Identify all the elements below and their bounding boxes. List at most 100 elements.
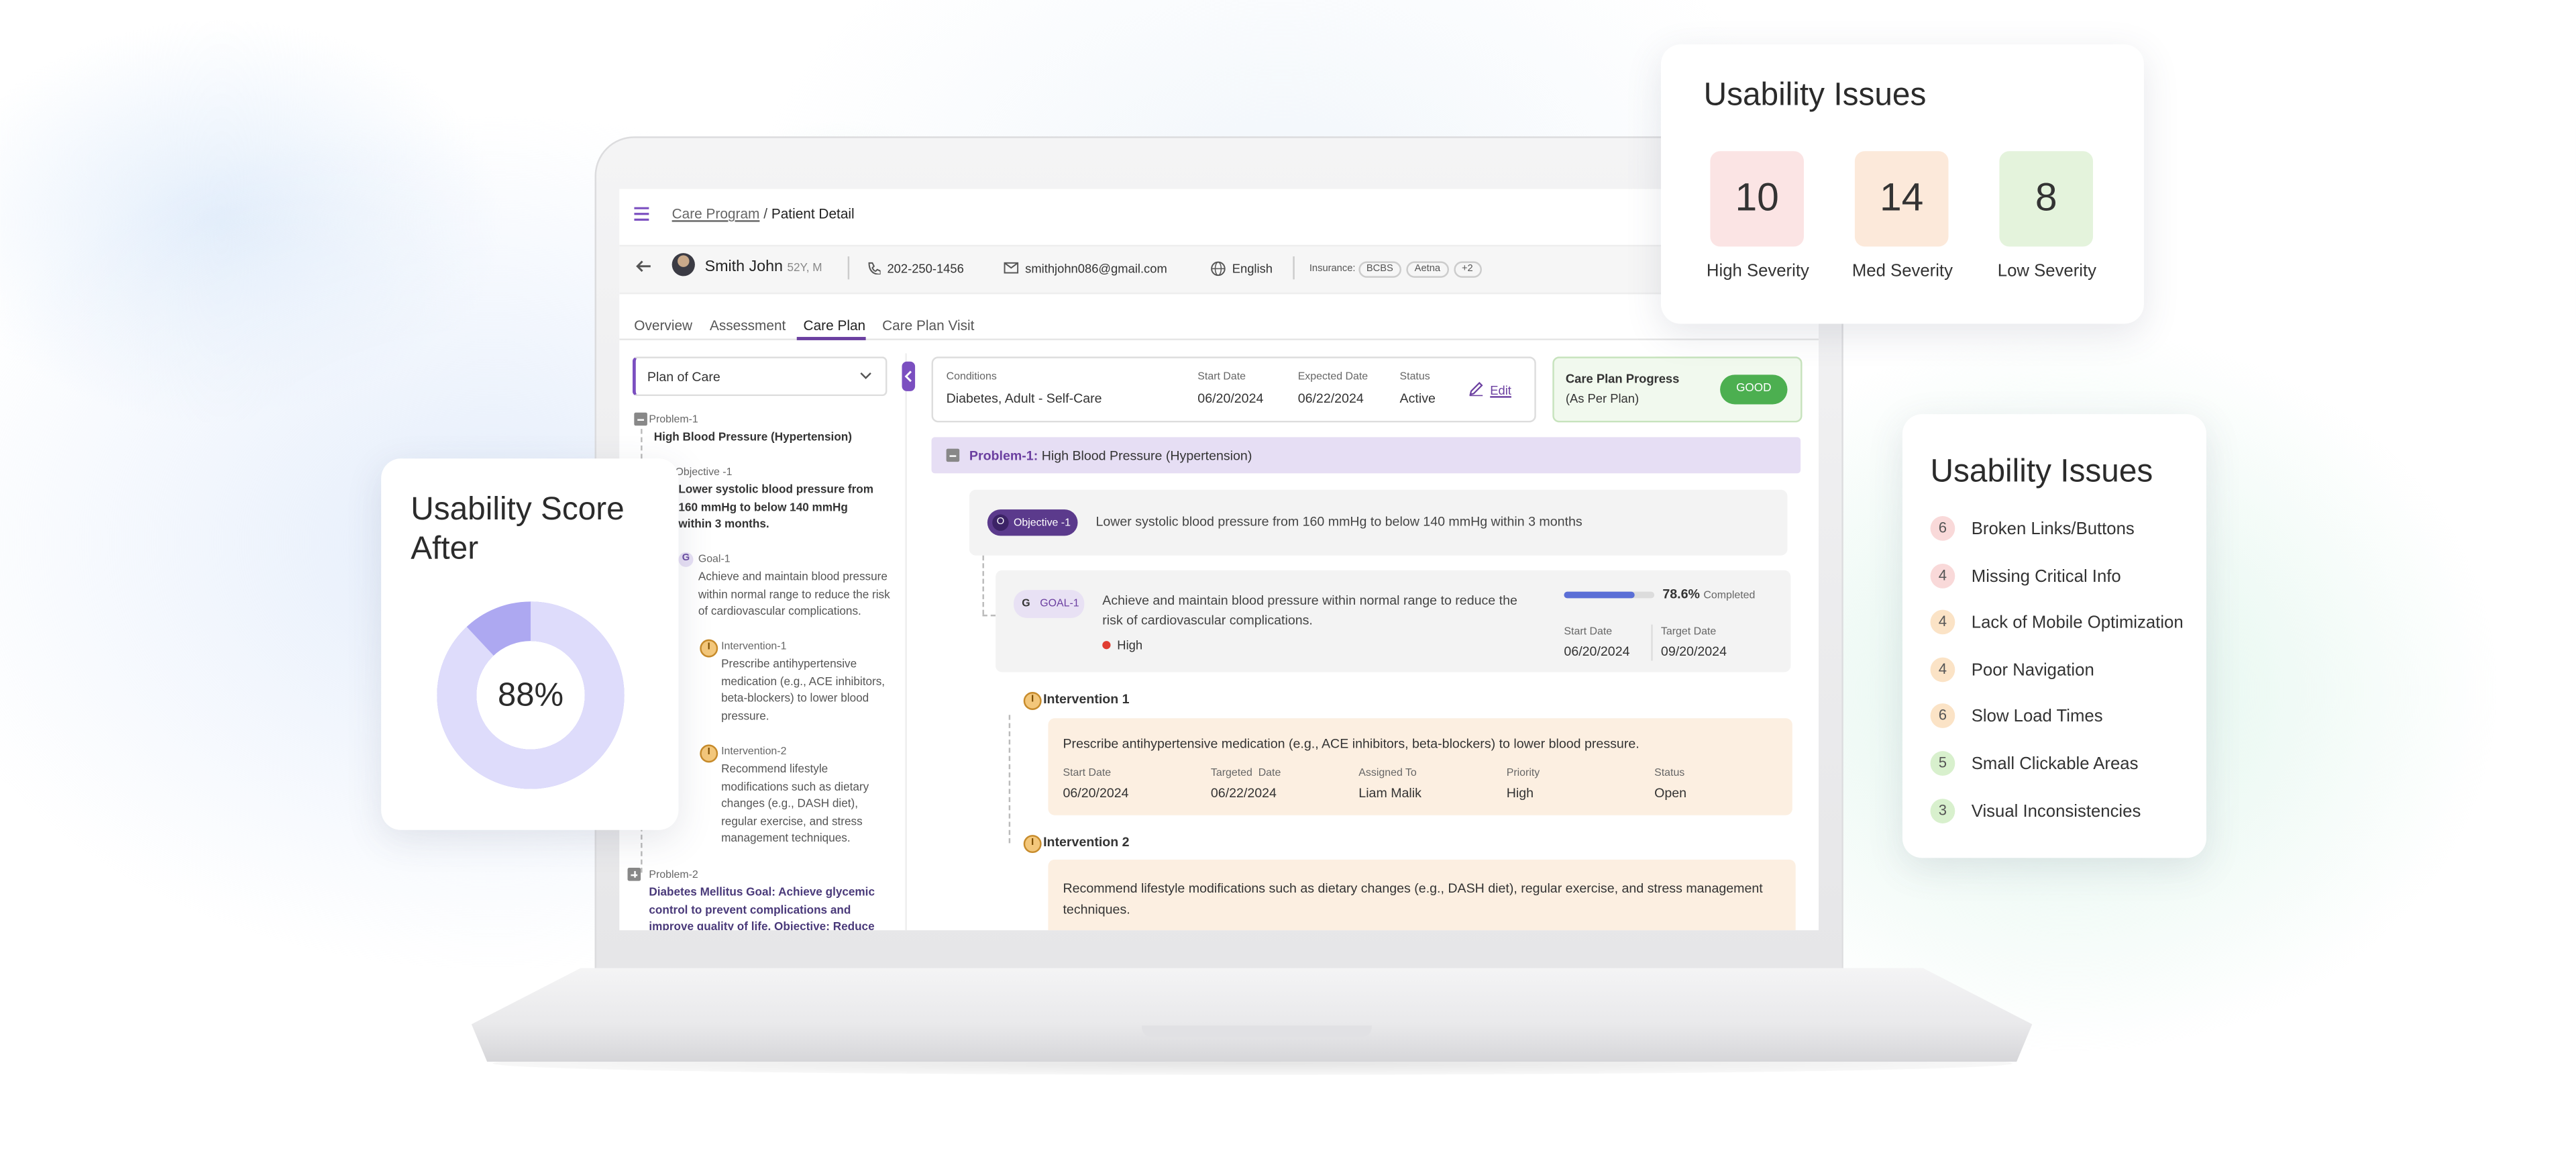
severity-label: Med Severity: [1851, 261, 1953, 281]
intervention-text: Recommend lifestyle modifications such a…: [1063, 880, 1763, 917]
tree-text: Lower systolic blood pressure from 160 m…: [678, 485, 873, 532]
progress-subtitle: (As Per Plan): [1565, 391, 1640, 406]
issue-count: 6: [1930, 704, 1955, 729]
issue-label: Poor Navigation: [1971, 660, 2094, 681]
intervention-badge: I: [1023, 835, 1042, 854]
menu-icon[interactable]: [634, 207, 650, 222]
objective-text: Lower systolic blood pressure from 160 m…: [1095, 514, 1582, 530]
field-value: Liam Malik: [1358, 785, 1421, 801]
tree-label: Problem-2: [649, 869, 698, 881]
problem-text: High Blood Pressure (Hypertension): [1041, 448, 1252, 464]
insurance-chips: BCBS Aetna +2: [1358, 261, 1487, 278]
issue-count: 4: [1930, 563, 1955, 588]
sidebar-border: [905, 353, 907, 931]
goal-box: G GOAL-1 Achieve and maintain blood pres…: [996, 570, 1791, 672]
tab[interactable]: Assessment: [709, 317, 786, 334]
intervention-title: Intervention 1: [1043, 692, 1130, 707]
progress-text: 78.6% Completed: [1662, 587, 1755, 601]
tree-label: Intervention-1: [721, 641, 787, 653]
minus: [949, 454, 957, 456]
issue-label: Small Clickable Areas: [1971, 754, 2139, 774]
separator: [847, 256, 850, 280]
plan-of-care-select[interactable]: Plan of Care: [632, 356, 888, 397]
field-value: Diabetes, Adult - Self-Care: [946, 391, 1102, 406]
age-sex: 52Y, M: [787, 262, 822, 274]
breadcrumb-link[interactable]: Care Program: [672, 205, 760, 222]
breadcrumb: Care Program / Patient Detail: [672, 205, 855, 221]
goal-badge: G: [1022, 597, 1030, 609]
issue-label: Broken Links/Buttons: [1971, 519, 2135, 540]
field-label: Status: [1654, 767, 1685, 779]
expand-toggle[interactable]: [627, 868, 641, 881]
insurance-chip: Aetna: [1406, 261, 1449, 278]
objective-badge: O: [992, 514, 1009, 532]
tree-label: Goal-1: [698, 554, 731, 566]
breadcrumb-separator: /: [763, 205, 768, 222]
issue-count: 3: [1930, 798, 1955, 823]
patient-name: Smith John 52Y, M: [705, 258, 822, 276]
issue-count: 4: [1930, 610, 1955, 635]
severity-label: Low Severity: [1997, 261, 2097, 281]
separator: [1651, 624, 1653, 661]
issues-card: Usability Issues 6 Broken Links/Buttons 4 M…: [1902, 414, 2206, 858]
field-label: Start Date: [1063, 767, 1112, 779]
collapse-button[interactable]: [902, 361, 916, 391]
collapse-toggle[interactable]: [946, 448, 960, 462]
collapse-toggle[interactable]: [634, 412, 647, 426]
score-card: Usability Score After 88%: [381, 458, 679, 830]
insurance-chip: +2: [1453, 261, 1481, 278]
intervention-box: Prescribe antihypertensive medication (e…: [1048, 718, 1792, 815]
intervention-badge: I: [700, 639, 718, 658]
field-value: 06/22/2024: [1210, 785, 1277, 801]
tree-text: Diabetes Mellitus Goal: Achieve glycemic…: [649, 887, 875, 931]
progress-fill: [1564, 591, 1635, 599]
date-value: 09/20/2024: [1660, 644, 1727, 660]
tab[interactable]: Overview: [634, 317, 693, 334]
field-value: 06/20/2024: [1197, 391, 1264, 406]
edit-icon: [1469, 382, 1483, 397]
field-label: Start Date: [1197, 371, 1246, 383]
tab-active[interactable]: Care Plan: [803, 317, 866, 334]
field-value: 06/20/2024: [1063, 785, 1129, 801]
back-arrow[interactable]: [636, 260, 652, 273]
breadcrumb-current: Patient Detail: [771, 205, 855, 222]
severity-count: 8: [1999, 151, 2094, 247]
goal-badge: G: [678, 552, 694, 567]
tree-label: Objective -1: [675, 466, 733, 478]
objective-label: Objective -1: [1014, 517, 1071, 529]
name: Smith John: [704, 258, 784, 276]
issue-count: 4: [1930, 657, 1955, 682]
donut: 88%: [437, 601, 625, 789]
severity-card: Usability Issues 10 High Severity 14 Med Se…: [1660, 44, 2144, 324]
field-value: Open: [1654, 785, 1687, 801]
date-label: Target Date: [1660, 626, 1717, 638]
date-label: Start Date: [1564, 626, 1613, 638]
goal-text: Achieve and maintain blood pressure with…: [1102, 593, 1517, 627]
insurance-chip: BCBS: [1358, 261, 1402, 278]
problem-header: Problem-1: High Blood Pressure (Hyperten…: [931, 437, 1801, 474]
tab[interactable]: Care Plan Visit: [882, 317, 975, 334]
tree-text: Achieve and maintain blood pressure with…: [698, 572, 890, 618]
progress-card: Care Plan Progress (As Per Plan) GOOD: [1552, 356, 1803, 423]
issues-title: Usability Issues: [1930, 453, 2153, 490]
separator: [1293, 256, 1295, 280]
field-value: High: [1506, 785, 1534, 801]
intervention-badge: I: [700, 744, 718, 763]
field-label: Priority: [1506, 767, 1540, 779]
goal-priority: High: [1117, 638, 1143, 653]
tree-line: [1008, 715, 1011, 844]
intervention-badge: I: [1023, 692, 1042, 710]
problem-title: Problem-1: High Blood Pressure (Hyperten…: [969, 449, 1252, 464]
minus: [637, 418, 645, 420]
issue-count: 6: [1930, 515, 1955, 541]
edit-link[interactable]: Edit: [1490, 383, 1511, 398]
issue-label: Slow Load Times: [1971, 707, 2103, 727]
language: English: [1232, 261, 1273, 276]
tree-text: Recommend lifestyle modifications such a…: [721, 764, 869, 845]
phone: 202-250-1456: [887, 261, 964, 276]
field-label: Assigned To: [1358, 767, 1417, 779]
select-label: Plan of Care: [647, 370, 720, 385]
date-value: 06/20/2024: [1564, 644, 1630, 660]
